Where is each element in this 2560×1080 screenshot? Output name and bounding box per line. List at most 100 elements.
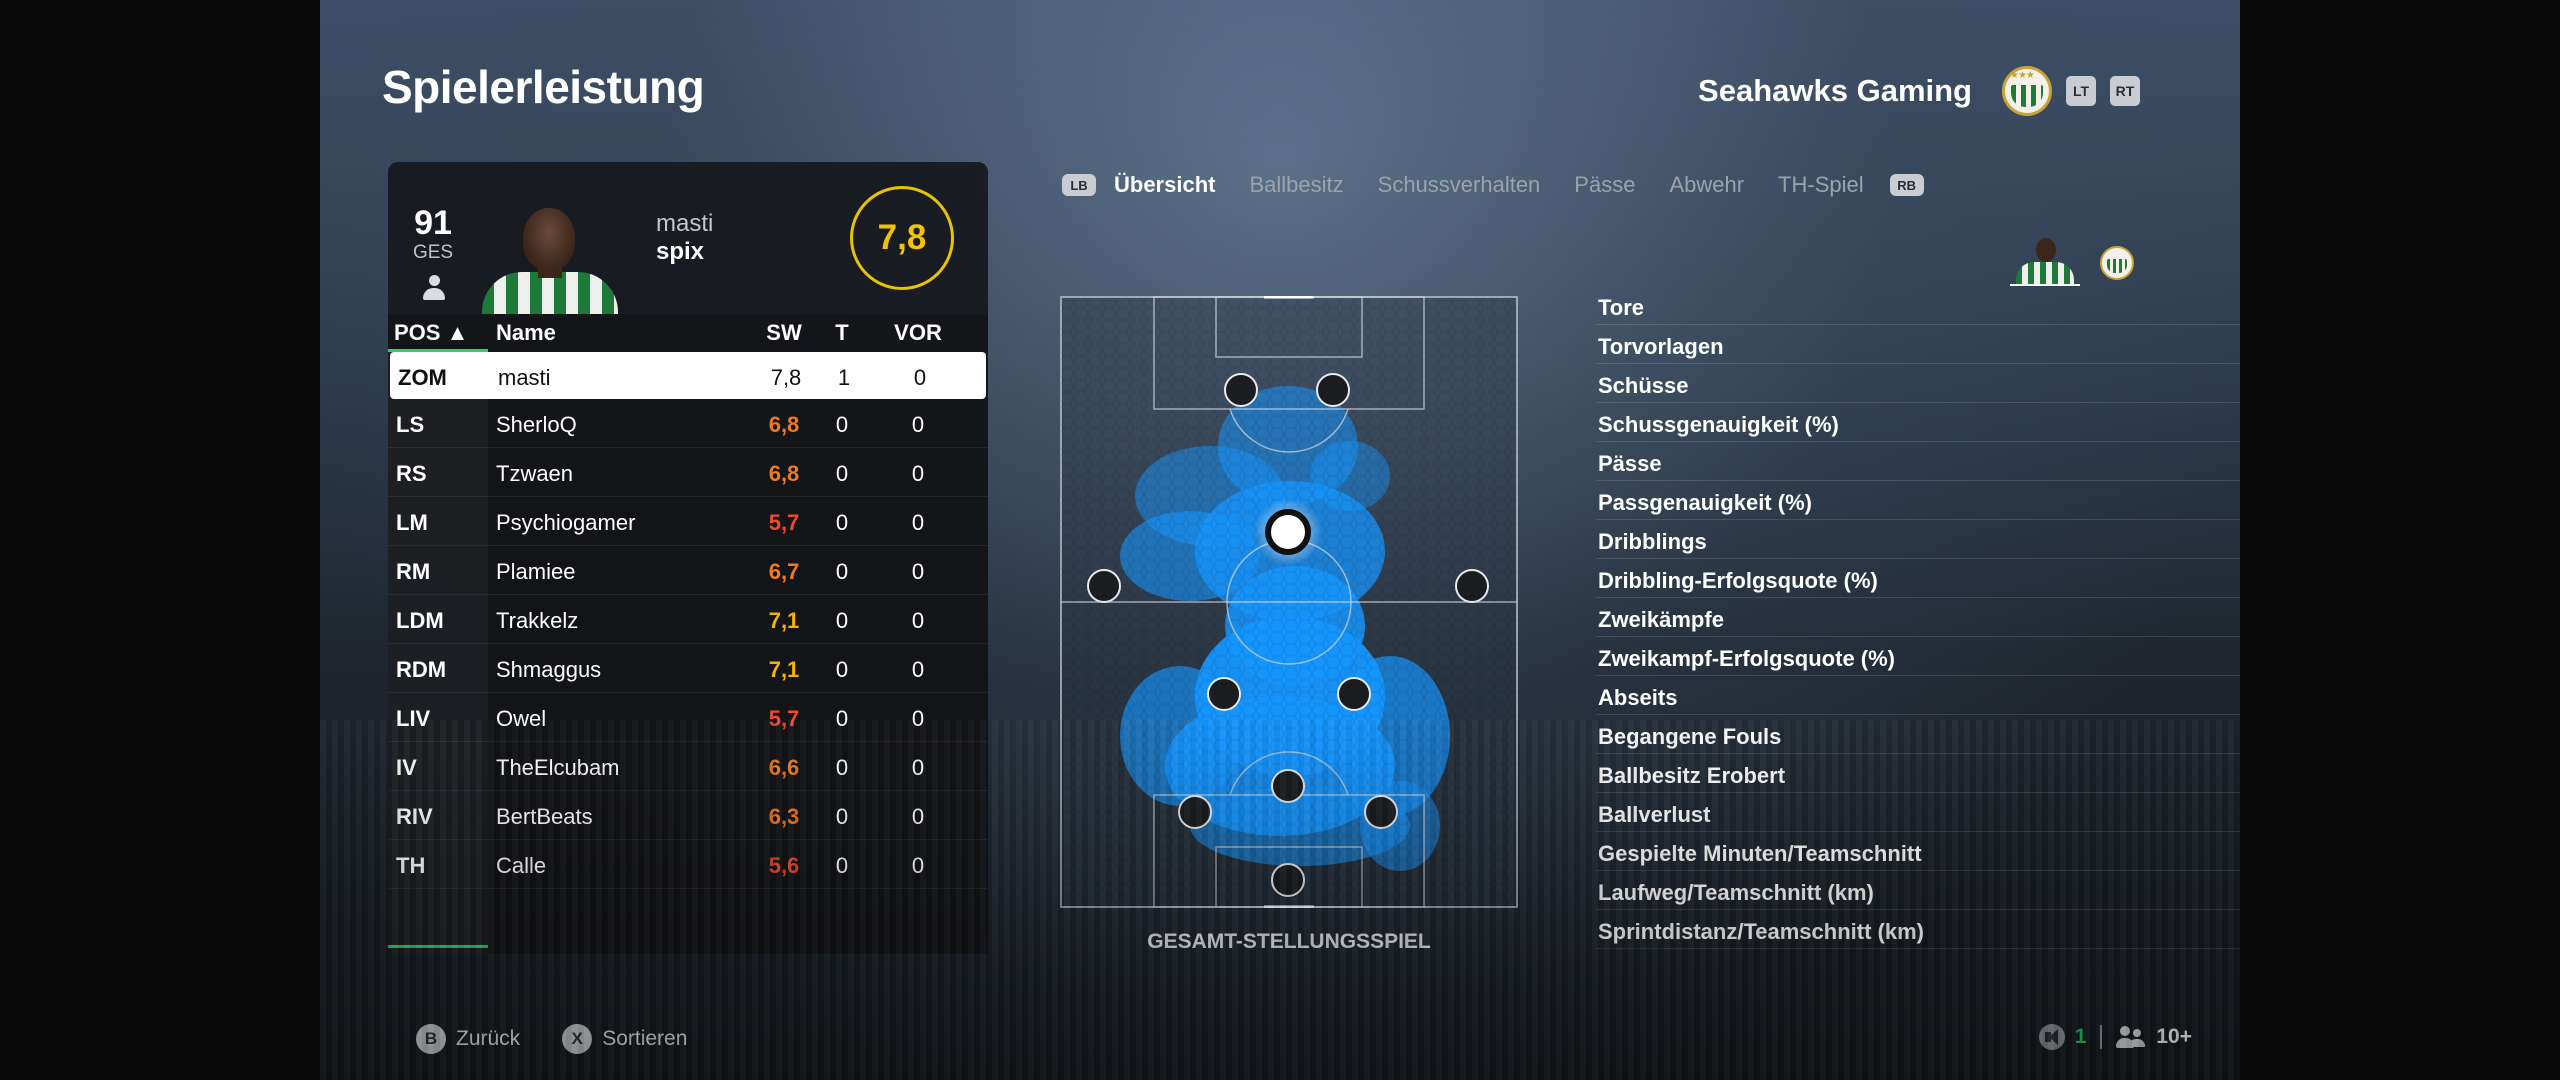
row-vor: 0: [911, 804, 925, 829]
player-table: POS ▲ Name SW T VOR ZOM masti 7,8 1 0 LS Sherl…: [388, 314, 988, 954]
row-sw: 7,8: [770, 365, 802, 390]
row-pos: LS: [396, 412, 425, 437]
player-marker: [1224, 373, 1258, 407]
voice-count: 1: [2074, 1025, 2087, 1048]
row-sw: 6,3: [768, 804, 800, 829]
pitch-lines: [1061, 296, 1517, 908]
tab-5[interactable]: Abwehr: [1669, 172, 1745, 197]
speaker-icon: [2038, 1024, 2065, 1050]
row-vor: 0: [911, 657, 925, 682]
scroll-accent: [388, 945, 488, 948]
table-row[interactable]: LM Psychiogamer 5,7 0 0: [388, 497, 988, 546]
lt-button-hint[interactable]: LT: [2066, 76, 2096, 106]
header-vor[interactable]: VOR: [894, 320, 942, 345]
overall-label: GES: [412, 242, 454, 263]
tab-4[interactable]: Pässe: [1574, 172, 1636, 197]
row-name: TheElcubam: [496, 755, 620, 780]
row-name: Plamiee: [496, 559, 576, 584]
stats-tabs: LB Übersicht Ballbesitz Schussverhalten Päs…: [1062, 172, 1924, 198]
row-t: 0: [835, 461, 849, 486]
table-row[interactable]: LDM Trakkelz 7,1 0 0: [388, 595, 988, 644]
table-header: POS ▲ Name SW T VOR: [388, 314, 988, 352]
stat-label: Sprintdistanz/Teamschnitt (km): [1598, 919, 1924, 944]
row-pos: LDM: [396, 608, 444, 633]
row-sw: 5,6: [768, 853, 800, 878]
team-header: Seahawks Gaming LT RT: [1698, 66, 2140, 116]
header-pos[interactable]: POS ▲: [394, 320, 469, 345]
row-t: 0: [835, 510, 849, 535]
page-title: Spielerleistung: [382, 61, 705, 113]
stat-row: Tore11: [1596, 286, 2240, 325]
row-sw: 6,8: [768, 412, 800, 437]
row-name: Psychiogamer: [496, 510, 636, 535]
tab-2[interactable]: Ballbesitz: [1249, 172, 1344, 197]
row-sw: 6,6: [768, 755, 800, 780]
back-label[interactable]: Zurück: [456, 1027, 521, 1050]
header-t[interactable]: T: [835, 320, 849, 345]
row-t: 1: [837, 365, 851, 390]
sort-label[interactable]: Sortieren: [602, 1027, 688, 1050]
row-name: masti: [498, 365, 551, 390]
tab-6[interactable]: TH-Spiel: [1778, 172, 1864, 197]
table-row[interactable]: LS SherloQ 6,8 0 0: [388, 399, 988, 448]
stat-row: Schussgenauigkeit (%)10050: [1596, 403, 2240, 442]
table-row[interactable]: ZOM masti 7,8 1 0: [390, 352, 986, 399]
row-vor: 0: [911, 706, 925, 731]
row-name: Owel: [496, 706, 547, 731]
stat-label: Torvorlagen: [1598, 334, 1724, 359]
team-column-crest-icon: [2100, 246, 2134, 280]
table-row[interactable]: RDM Shmaggus 7,1 0 0: [388, 644, 988, 693]
rt-button-hint[interactable]: RT: [2110, 76, 2140, 106]
player-marker: [1087, 569, 1121, 603]
x-button-icon[interactable]: X: [562, 1024, 593, 1054]
row-name: BertBeats: [496, 804, 593, 829]
b-button-icon[interactable]: B: [416, 1024, 446, 1054]
row-sw: 5,7: [768, 510, 800, 535]
stat-label: Begangene Fouls: [1598, 724, 1782, 749]
divider: [2100, 1025, 2103, 1049]
row-pos: IV: [396, 755, 417, 780]
party-users-icon: [2116, 1024, 2146, 1050]
table-rows: ZOM masti 7,8 1 0 LS SherloQ 6,8 0 0 RS Tzwaen 6,8 0 0…: [388, 352, 988, 889]
stat-row: Laufweg/Teamschnitt (km)17,514,9: [1596, 871, 2240, 910]
row-sw: 6,8: [768, 461, 800, 486]
overall-value: 91: [414, 204, 452, 242]
row-t: 0: [835, 657, 849, 682]
header-sw[interactable]: SW: [766, 320, 802, 345]
stat-label: Ballbesitz Erobert: [1598, 763, 1786, 788]
lb-button-hint[interactable]: LB: [1062, 174, 1096, 196]
overall-rating: 91 GES: [410, 206, 456, 264]
player-markers: [1087, 373, 1489, 897]
header-name[interactable]: Name: [496, 320, 556, 345]
row-vor: 0: [911, 755, 925, 780]
table-row[interactable]: LIV Owel 5,7 0 0: [388, 693, 988, 742]
stat-row: Schüsse26: [1596, 364, 2240, 403]
table-row[interactable]: RM Plamiee 6,7 0 0: [388, 546, 988, 595]
row-vor: 0: [911, 461, 925, 486]
row-vor: 0: [911, 412, 925, 437]
table-row[interactable]: RS Tzwaen 6,8 0 0: [388, 448, 988, 497]
stats-list: Tore11Torvorlagen00Schüsse26Schussgenaui…: [1596, 286, 2240, 949]
table-row[interactable]: IV TheElcubam 6,6 0 0: [388, 742, 988, 791]
stat-label: Passgenauigkeit (%): [1598, 490, 1812, 515]
row-name: Calle: [496, 853, 547, 878]
row-vor: 0: [911, 510, 925, 535]
row-t: 0: [835, 755, 849, 780]
row-vor: 0: [911, 853, 925, 878]
party-count: 10+: [2156, 1025, 2192, 1048]
rb-button-hint[interactable]: RB: [1889, 174, 1924, 196]
player-marker: [1271, 863, 1305, 897]
team-crest-icon: [2002, 66, 2052, 116]
team-name: Seahawks Gaming: [1698, 73, 1972, 108]
stat-row: Passgenauigkeit (%)7472: [1596, 481, 2240, 520]
table-row[interactable]: TH Calle 5,6 0 0: [388, 840, 988, 889]
stat-row: Sprintdistanz/Teamschnitt (km)11,57,5: [1596, 910, 2240, 949]
player-card: 91 GES masti spix 7,8: [388, 162, 988, 314]
player-marker: [1178, 795, 1212, 829]
tab-3[interactable]: Schussverhalten: [1377, 172, 1541, 197]
table-row[interactable]: RIV BertBeats 6,3 0 0: [388, 791, 988, 840]
tab-1[interactable]: Übersicht: [1114, 172, 1216, 197]
match-rating-value: 7,8: [877, 218, 927, 257]
row-pos: LM: [396, 510, 428, 535]
row-pos: RM: [396, 559, 431, 584]
